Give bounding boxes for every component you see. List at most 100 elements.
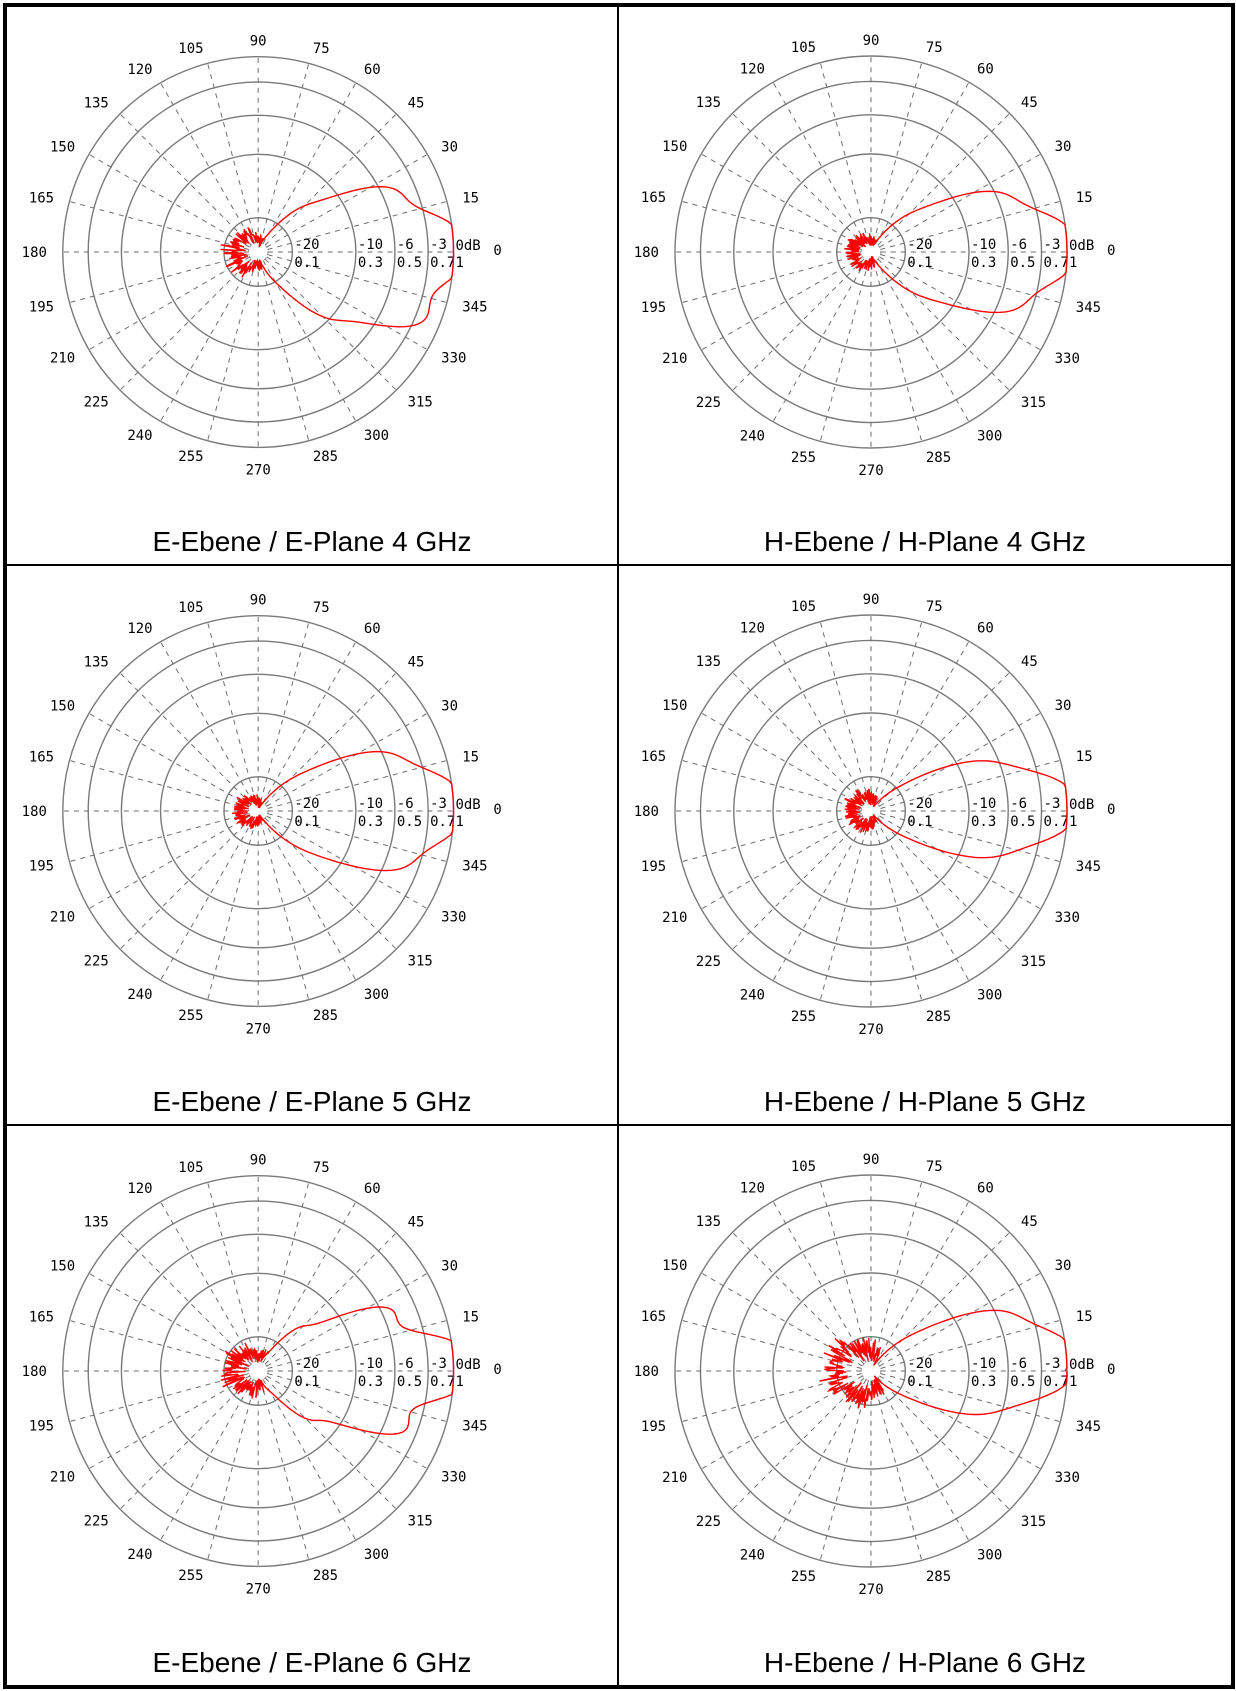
polar-chart-panel: 0dB 15 30 45 60 75 90 105 120 135 150 165 180 195 210 2… <box>619 7 1231 567</box>
angle-label: 75 <box>926 1159 943 1175</box>
angle-label: 30 <box>1055 139 1072 155</box>
grid-spoke <box>69 1372 249 1422</box>
angle-label: 0dB <box>456 1357 481 1373</box>
angle-label: 180 <box>22 1364 47 1380</box>
grid-spoke <box>879 256 1041 351</box>
scale-label-db: -6 <box>397 237 414 253</box>
angle-label: 240 <box>740 429 765 445</box>
scale-label-linear: 0.5 <box>1010 255 1035 271</box>
angle-label: 45 <box>408 655 425 671</box>
angle-label: 330 <box>441 910 466 926</box>
grid-spoke <box>873 1181 923 1362</box>
angle-label: 90 <box>863 33 880 49</box>
inner-ring <box>247 241 269 263</box>
grid-spoke <box>69 200 249 250</box>
angle-label: 195 <box>29 1418 54 1434</box>
angle-label: 195 <box>29 300 54 316</box>
angle-label: 150 <box>50 1258 75 1274</box>
grid-spoke <box>267 813 448 863</box>
grid-spoke <box>69 1319 249 1369</box>
polar-chart: 0dB 15 30 45 60 75 90 105 120 135 150 165 180 195 210 2… <box>634 592 1116 1038</box>
grid-spoke <box>772 641 867 804</box>
angle-label: 270 <box>858 1582 883 1598</box>
angle-label: 300 <box>364 987 389 1003</box>
angle-label: 195 <box>641 300 666 316</box>
grid-spoke <box>879 1375 1041 1470</box>
grid-spoke <box>207 622 257 803</box>
angle-label: 315 <box>1021 954 1046 970</box>
angle-label: 315 <box>1021 1514 1046 1530</box>
grid-spoke <box>160 819 254 981</box>
angle-label: 105 <box>178 41 203 57</box>
grid-spoke <box>880 1372 1061 1422</box>
grid-spoke <box>266 1375 428 1469</box>
angle-label: 255 <box>791 1568 816 1584</box>
angle-label: 45 <box>408 96 425 112</box>
grid-spoke <box>266 713 428 807</box>
grid-spoke <box>880 200 1061 250</box>
chart-caption: H-Ebene / H-Plane 5 GHz <box>763 1085 1087 1117</box>
angle-label: 240 <box>740 1547 765 1563</box>
grid-spoke <box>119 672 252 805</box>
radiation-pattern-trace <box>231 751 455 872</box>
polar-chart-panel: 0dB 15 30 45 60 75 90 105 120 135 150 165 180 195 210 2… <box>7 1125 619 1685</box>
grid-spoke <box>819 1181 869 1362</box>
grid-spoke <box>260 820 310 1001</box>
scale-label-db: -3 <box>1044 1356 1061 1372</box>
radiation-pattern-trace <box>220 1305 455 1435</box>
scale-label-linear: 0.3 <box>358 814 383 830</box>
scale-label-linear: 0.1 <box>294 1374 319 1390</box>
grid-spoke <box>119 113 252 246</box>
scale-label-db: -3 <box>430 1356 447 1372</box>
angle-label: 240 <box>740 988 765 1004</box>
angle-label: 180 <box>22 804 47 820</box>
grid-spoke <box>267 760 448 810</box>
angle-label: 330 <box>1055 1470 1080 1486</box>
grid-ring <box>120 114 396 390</box>
angle-label: 15 <box>462 1309 479 1325</box>
grid-spoke <box>266 815 428 910</box>
angle-label: 120 <box>127 1181 152 1197</box>
grid-spoke <box>819 1379 869 1561</box>
grid-spoke <box>264 1232 397 1365</box>
grid-spoke <box>160 260 254 422</box>
scale-label-linear: 1 <box>456 255 464 271</box>
scale-label-db: -20 <box>294 1356 319 1372</box>
angle-label: 30 <box>441 1258 458 1274</box>
radiation-pattern-trace <box>220 186 455 328</box>
scale-label-db: -20 <box>907 796 932 812</box>
grid-spoke <box>88 815 250 910</box>
grid-spoke <box>262 82 357 244</box>
scale-label-linear: 0.1 <box>907 255 932 271</box>
grid-ring <box>733 673 1009 950</box>
angle-label: 60 <box>364 62 381 78</box>
inner-ring <box>247 1360 269 1381</box>
grid-spoke <box>681 254 862 304</box>
angle-label: 165 <box>29 750 54 766</box>
angle-label: 255 <box>178 1008 203 1024</box>
angle-label: 300 <box>364 1547 389 1563</box>
angle-label: 225 <box>696 954 721 970</box>
grid-spoke <box>877 258 1010 391</box>
grid-spoke <box>875 641 970 804</box>
angle-label: 315 <box>1021 395 1046 411</box>
grid-spoke <box>732 113 865 246</box>
polar-chart-panel: 0dB 15 30 45 60 75 90 105 120 135 150 165 180 195 210 2… <box>619 566 1231 1126</box>
angle-label: 285 <box>926 1009 951 1025</box>
grid-spoke <box>732 817 865 951</box>
grid-spoke <box>266 153 428 248</box>
polar-chart: 0dB 15 30 45 60 75 90 105 120 135 150 165 180 195 210 2… <box>22 593 502 1038</box>
angle-label: 315 <box>408 1513 433 1529</box>
grid-spoke <box>69 813 249 863</box>
angle-label: 345 <box>1076 859 1101 875</box>
angle-label: 15 <box>462 750 479 766</box>
angle-label: 285 <box>313 1568 338 1584</box>
grid-spoke <box>879 712 1041 807</box>
angle-label: 15 <box>1076 749 1093 765</box>
grid-spoke <box>119 258 252 391</box>
angle-label: 300 <box>977 1547 1002 1563</box>
angle-label: 75 <box>313 1160 330 1176</box>
grid-ring <box>772 712 970 911</box>
grid-ring <box>772 153 970 351</box>
angle-label: 90 <box>863 1152 880 1168</box>
